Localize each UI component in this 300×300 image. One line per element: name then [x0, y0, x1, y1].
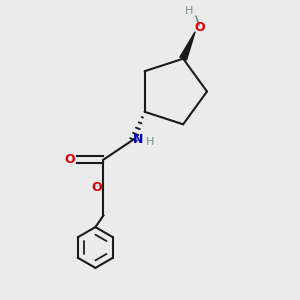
Text: N: N: [133, 133, 143, 146]
Text: H: H: [185, 6, 193, 16]
Text: H: H: [146, 136, 154, 147]
Polygon shape: [180, 32, 195, 60]
Text: O: O: [64, 153, 75, 166]
Text: O: O: [194, 21, 205, 34]
Text: O: O: [91, 181, 102, 194]
